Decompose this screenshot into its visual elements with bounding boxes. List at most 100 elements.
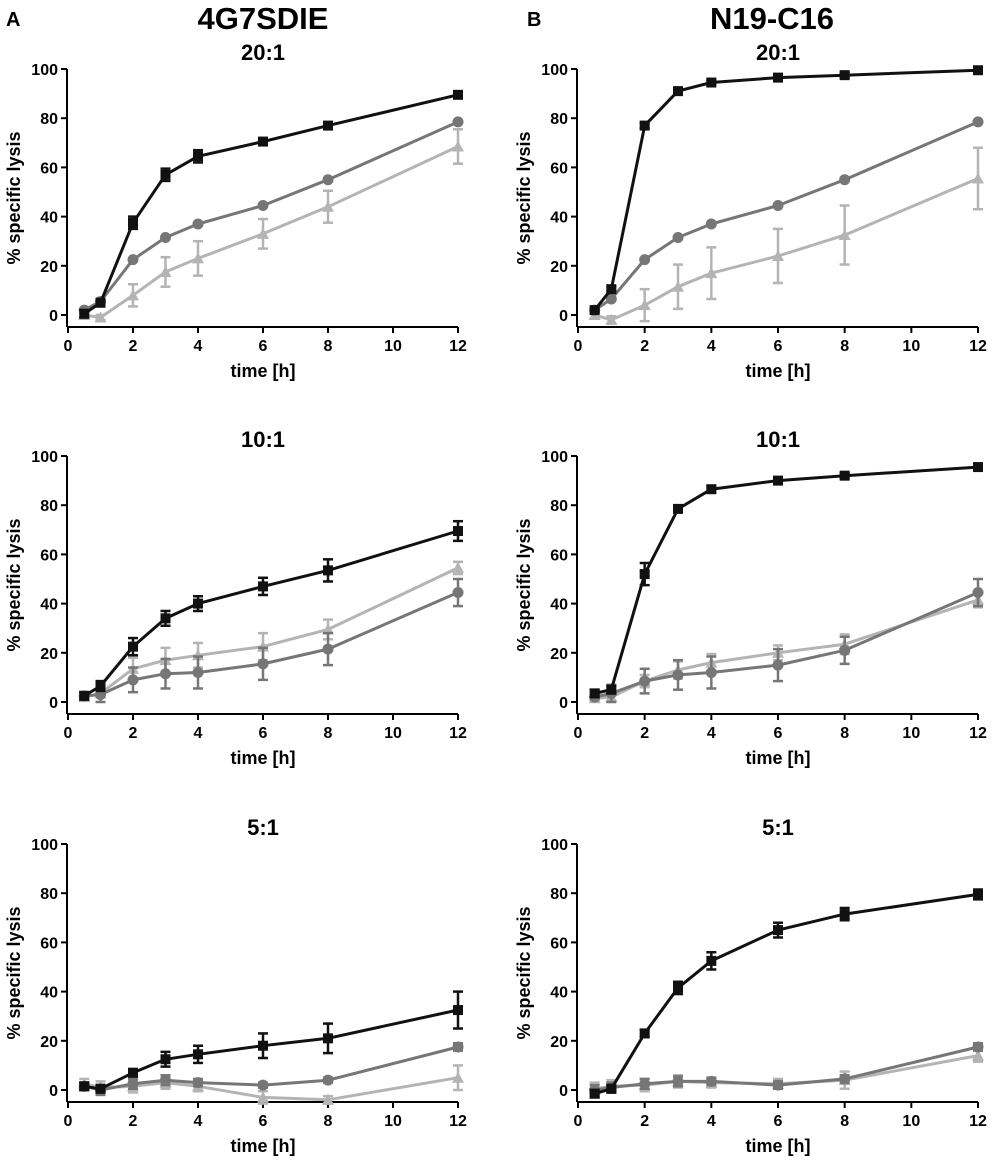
chart-6: 5:1 0 20 40 60 80 100 0 2 4 6 8 10 12 time [h] % specif… bbox=[514, 815, 987, 1156]
y-axis-label: % specific lysis bbox=[514, 518, 534, 651]
y-tick-label: 20 bbox=[40, 1034, 58, 1051]
y-axis-label: % specific lysis bbox=[4, 518, 24, 651]
y-tick-label: 80 bbox=[40, 111, 58, 128]
x-tick-label: 12 bbox=[969, 725, 987, 742]
data-point bbox=[606, 1083, 617, 1094]
series-line bbox=[83, 529, 459, 698]
series-square bbox=[79, 89, 463, 319]
x-tick-label: 2 bbox=[640, 1113, 649, 1130]
x-tick-label: 8 bbox=[840, 338, 849, 355]
data-point bbox=[839, 909, 850, 920]
chart-4: 10:1 0 20 40 60 80 100 0 2 4 6 8 10 12 time [h] % speci… bbox=[514, 427, 987, 768]
series-line bbox=[83, 566, 459, 699]
x-tick-label: 4 bbox=[707, 338, 716, 355]
data-point bbox=[257, 1091, 269, 1103]
x-tick-label: 10 bbox=[902, 1113, 920, 1130]
data-point bbox=[127, 254, 139, 266]
chart-title: 5:1 bbox=[247, 815, 279, 840]
data-point bbox=[705, 1075, 717, 1087]
data-point bbox=[452, 1041, 464, 1053]
series-line bbox=[594, 591, 979, 699]
y-tick-label: 60 bbox=[550, 547, 568, 564]
y-tick-label: 80 bbox=[550, 111, 568, 128]
series-line bbox=[83, 1076, 459, 1102]
series-circle bbox=[589, 1041, 984, 1097]
chart-2: 20:1 0 20 40 60 80 100 0 2 4 6 8 10 12 time [h] % speci… bbox=[514, 40, 987, 381]
data-point bbox=[839, 70, 850, 81]
panel-title-a: 4G7SDIE bbox=[198, 1, 329, 36]
data-point bbox=[589, 1088, 600, 1099]
series-square bbox=[79, 519, 463, 701]
y-tick-label: 100 bbox=[31, 837, 58, 854]
data-point bbox=[160, 668, 171, 680]
x-tick-label: 0 bbox=[574, 338, 583, 355]
y-tick-label: 100 bbox=[541, 837, 568, 854]
data-point bbox=[258, 136, 268, 147]
data-point bbox=[639, 1028, 650, 1039]
data-point bbox=[452, 1071, 464, 1083]
data-point bbox=[839, 174, 851, 186]
x-tick-label: 8 bbox=[840, 1113, 849, 1130]
data-point bbox=[838, 229, 851, 241]
x-tick-label: 0 bbox=[574, 725, 583, 742]
data-point bbox=[128, 1067, 138, 1078]
y-tick-label: 80 bbox=[550, 886, 568, 903]
panel-letter-b: B bbox=[527, 9, 541, 31]
y-tick-label: 60 bbox=[40, 935, 58, 952]
x-tick-label: 12 bbox=[449, 1113, 467, 1130]
x-tick-label: 10 bbox=[902, 338, 920, 355]
data-point bbox=[257, 227, 269, 239]
data-point bbox=[973, 462, 983, 473]
x-axis-label: time [h] bbox=[746, 1136, 811, 1156]
y-tick-label: 0 bbox=[49, 308, 58, 325]
data-point bbox=[323, 565, 333, 576]
x-tick-label: 0 bbox=[64, 1113, 73, 1130]
data-point bbox=[257, 200, 269, 212]
x-axis-label: time [h] bbox=[746, 361, 811, 381]
data-point bbox=[772, 200, 784, 212]
data-point bbox=[192, 218, 204, 230]
data-point bbox=[452, 587, 464, 599]
data-point bbox=[639, 1078, 651, 1090]
y-tick-label: 40 bbox=[550, 597, 568, 614]
data-point bbox=[589, 688, 600, 699]
x-tick-label: 8 bbox=[324, 1113, 333, 1130]
data-point bbox=[94, 311, 107, 323]
data-point bbox=[127, 674, 139, 686]
y-tick-label: 40 bbox=[40, 210, 58, 227]
series-line bbox=[594, 1045, 979, 1092]
y-tick-label: 100 bbox=[31, 62, 58, 79]
x-tick-label: 6 bbox=[259, 725, 268, 742]
y-axis-label: % specific lysis bbox=[514, 906, 534, 1039]
x-tick-label: 10 bbox=[902, 725, 920, 742]
series-circle bbox=[589, 577, 984, 704]
data-point bbox=[160, 232, 171, 244]
series-line bbox=[83, 1045, 459, 1092]
series-triangle bbox=[78, 128, 464, 323]
data-point bbox=[639, 254, 651, 266]
series-circle bbox=[78, 577, 464, 704]
series-square bbox=[589, 65, 983, 316]
data-point bbox=[323, 1033, 333, 1044]
x-tick-label: 12 bbox=[969, 338, 987, 355]
data-point bbox=[160, 169, 171, 180]
series-square bbox=[79, 990, 463, 1094]
data-point bbox=[322, 1074, 334, 1086]
y-tick-label: 80 bbox=[550, 498, 568, 515]
series-line bbox=[84, 591, 459, 698]
series-line bbox=[593, 120, 979, 312]
data-point bbox=[192, 666, 204, 678]
series-circle bbox=[78, 1041, 464, 1097]
y-tick-label: 40 bbox=[550, 210, 568, 227]
data-point bbox=[192, 252, 204, 264]
data-point bbox=[453, 526, 463, 537]
data-point bbox=[972, 1041, 984, 1053]
x-tick-label: 4 bbox=[194, 338, 203, 355]
y-tick-label: 80 bbox=[40, 886, 58, 903]
x-tick-label: 12 bbox=[449, 338, 467, 355]
data-point bbox=[192, 1077, 204, 1089]
data-point bbox=[672, 1075, 684, 1087]
x-tick-label: 2 bbox=[640, 725, 649, 742]
